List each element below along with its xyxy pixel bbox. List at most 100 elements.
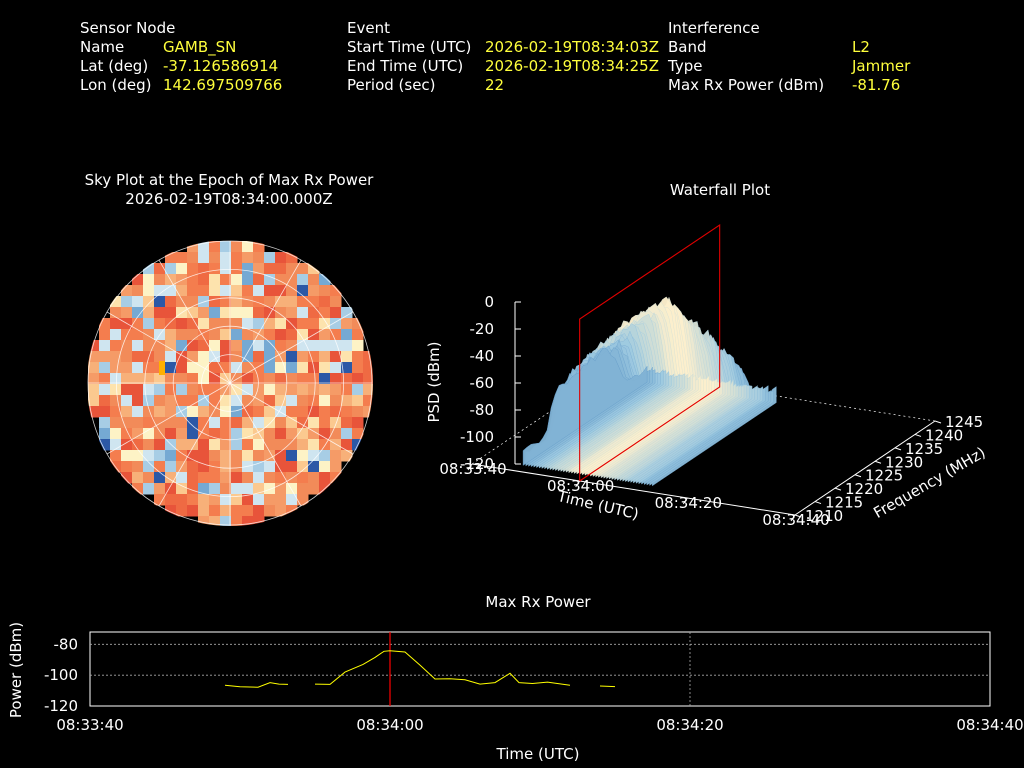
sky-cell	[165, 494, 177, 506]
sky-cell	[264, 296, 276, 308]
sky-cell	[220, 241, 232, 253]
sky-cell	[286, 461, 298, 473]
sky-cell	[220, 307, 232, 319]
wf-time-tick-label: 08:34:40	[762, 511, 829, 529]
sky-cell	[88, 362, 100, 374]
sky-cell	[165, 384, 177, 396]
sky-cell	[231, 241, 243, 253]
sky-cell	[165, 373, 177, 385]
sky-cell	[132, 450, 144, 462]
sky-cell	[341, 417, 353, 429]
sky-cell	[352, 417, 364, 429]
sky-cell	[187, 505, 199, 517]
sky-cell	[275, 263, 287, 275]
sky-cell	[143, 362, 155, 374]
sky-cell	[132, 285, 144, 297]
sky-cell	[121, 428, 133, 440]
sky-cell	[165, 428, 177, 440]
sky-cell	[319, 472, 331, 484]
sky-cell	[99, 428, 111, 440]
sky-cell	[187, 428, 199, 440]
sky-cell	[286, 351, 298, 363]
sky-cell	[231, 450, 243, 462]
sky-cell	[231, 384, 243, 396]
sky-cell	[198, 384, 210, 396]
sky-cell	[132, 483, 144, 495]
sky-cell	[209, 450, 221, 462]
sky-cell	[220, 417, 232, 429]
sky-cell	[341, 351, 353, 363]
sky-cell	[297, 472, 309, 484]
sky-cell	[187, 373, 199, 385]
sky-cell	[297, 274, 309, 286]
sky-cell	[99, 417, 111, 429]
sky-cell	[99, 384, 111, 396]
sky-cell	[165, 252, 177, 264]
sky-cell	[143, 307, 155, 319]
sky-cell	[132, 472, 144, 484]
wf-freq-tick-label: 1215	[825, 494, 863, 512]
sky-cell	[209, 395, 221, 407]
sky-cell	[176, 494, 188, 506]
sky-cell	[121, 307, 133, 319]
interference-header: Interference	[668, 19, 760, 37]
sky-cell	[264, 461, 276, 473]
sky-cell	[319, 307, 331, 319]
sky-cell	[110, 384, 122, 396]
sky-cell	[231, 307, 243, 319]
sky-cell	[275, 406, 287, 418]
sky-cell	[319, 428, 331, 440]
sky-cell	[264, 351, 276, 363]
sky-cell	[132, 384, 144, 396]
event-period-value: 22	[485, 76, 505, 94]
sky-cell	[264, 406, 276, 418]
sky-cell	[132, 406, 144, 418]
sky-cell	[121, 417, 133, 429]
y-tick-label: -100	[44, 666, 78, 684]
sky-cell	[209, 494, 221, 506]
sky-cell	[220, 428, 232, 440]
sky-cell	[363, 395, 375, 407]
x-tick-label: 08:34:00	[356, 716, 423, 734]
sky-cell	[253, 274, 265, 286]
sky-cell	[242, 274, 254, 286]
sky-cell	[143, 296, 155, 308]
sky-cell	[209, 373, 221, 385]
sky-cell	[187, 494, 199, 506]
sky-cell	[176, 351, 188, 363]
sky-cell	[220, 505, 232, 517]
sky-cell	[176, 362, 188, 374]
sky-cell	[352, 428, 364, 440]
sky-cell	[286, 384, 298, 396]
sky-cell	[319, 450, 331, 462]
sky-cell	[154, 472, 166, 484]
sky-cell	[143, 450, 155, 462]
sky-cell	[308, 318, 320, 330]
sky-cell	[143, 340, 155, 352]
sky-cell	[143, 373, 155, 385]
sky-cell	[253, 329, 265, 341]
y-tick-label: -120	[44, 697, 78, 715]
sky-cell	[99, 362, 111, 374]
sky-cell	[330, 439, 342, 451]
sky-cell	[319, 351, 331, 363]
sky-cell	[165, 329, 177, 341]
sky-cell	[220, 263, 232, 275]
sky-cell	[341, 450, 353, 462]
sky-cell	[121, 362, 133, 374]
sky-cell	[231, 351, 243, 363]
sky-cell	[209, 307, 221, 319]
sky-cell	[209, 252, 221, 264]
sky-cell	[132, 362, 144, 374]
sky-cell	[143, 274, 155, 286]
sky-cell	[297, 461, 309, 473]
sky-cell	[154, 461, 166, 473]
sky-cell	[231, 395, 243, 407]
sky-cell	[209, 505, 221, 517]
sky-cell	[242, 406, 254, 418]
sky-cell	[253, 483, 265, 495]
sky-cell	[209, 241, 221, 253]
sky-cell	[165, 472, 177, 484]
sky-cell	[253, 505, 265, 517]
